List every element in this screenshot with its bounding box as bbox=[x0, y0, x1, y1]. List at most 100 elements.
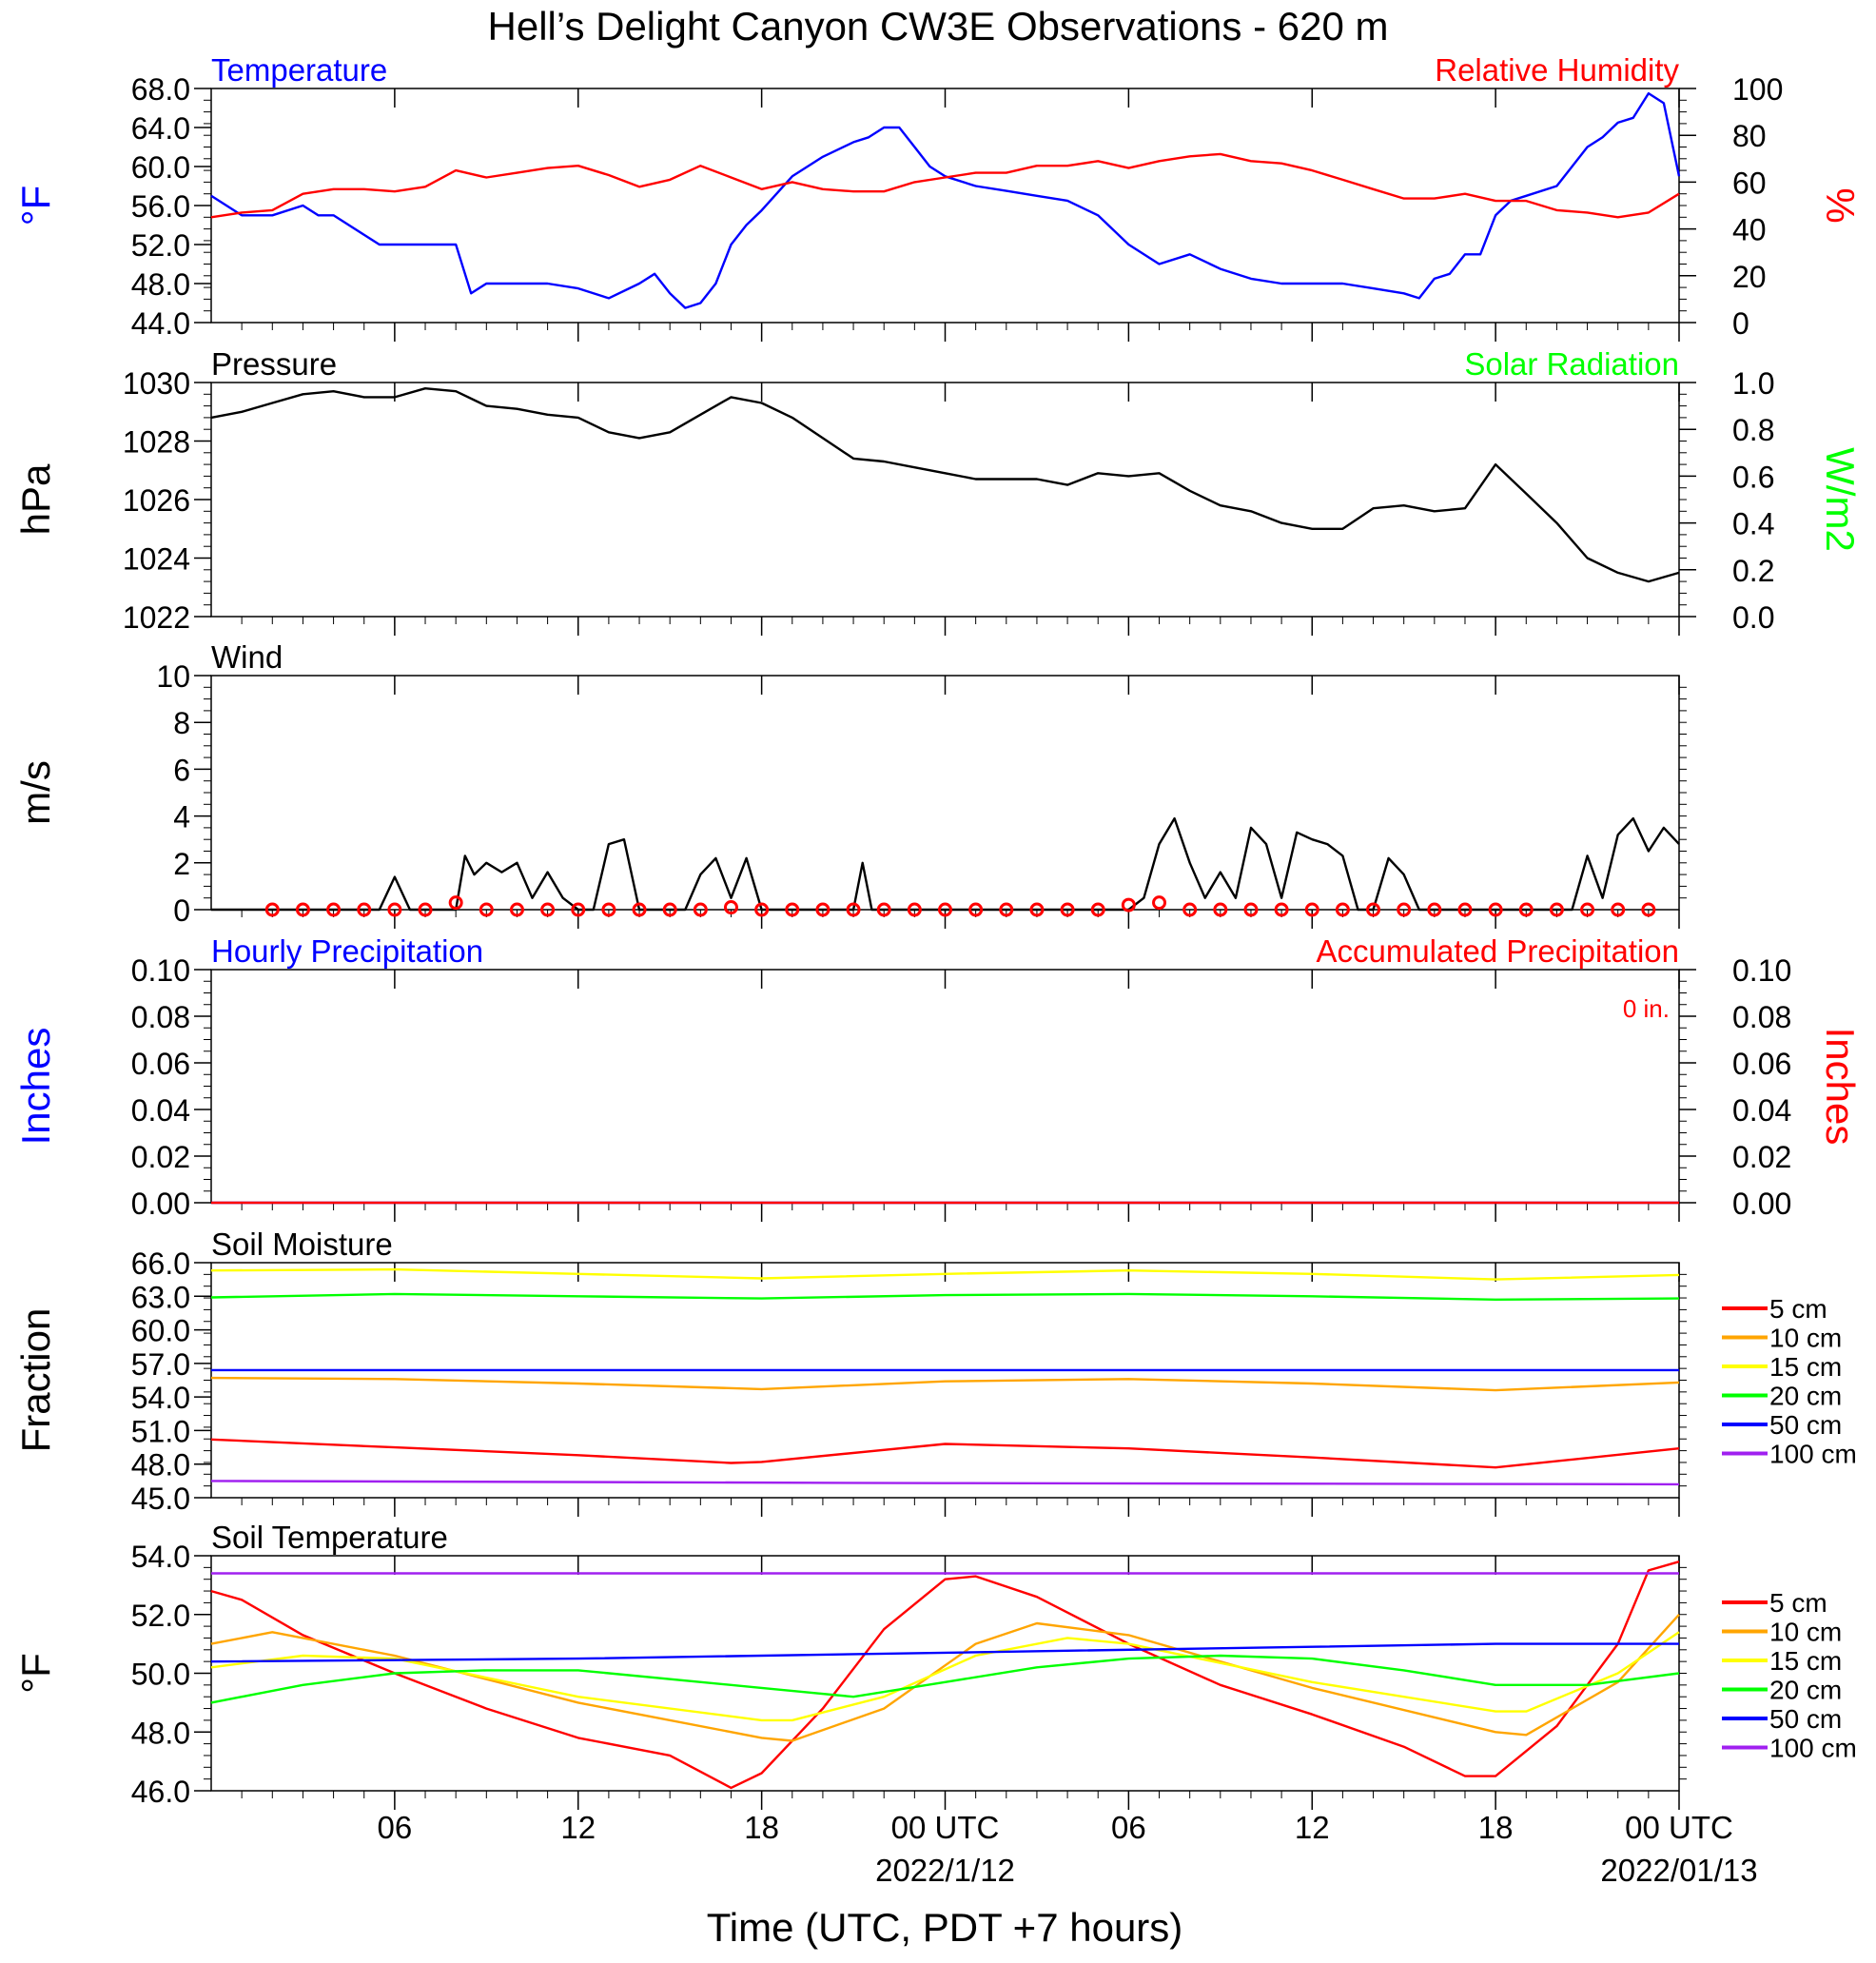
wind-marker bbox=[1518, 902, 1534, 917]
plot-frame bbox=[210, 969, 1680, 1204]
wind-marker bbox=[1488, 902, 1503, 917]
wind-marker bbox=[601, 902, 616, 917]
y-tick-label: 48.0 bbox=[131, 1448, 190, 1482]
y-right-tick-label: 0.08 bbox=[1732, 1000, 1791, 1034]
y-right-tick-label: 0 bbox=[1732, 306, 1749, 341]
y-right-tick-label: 60 bbox=[1732, 166, 1767, 200]
y-axis-label: Inches bbox=[13, 1028, 58, 1146]
y-tick-label: 68.0 bbox=[131, 72, 190, 107]
panel-left-title: Pressure bbox=[211, 346, 337, 382]
y-tick-label: 52.0 bbox=[131, 1599, 190, 1633]
panel-right-title: Accumulated Precipitation bbox=[1316, 933, 1679, 969]
y-axis-right-label: % bbox=[1818, 187, 1863, 223]
legend-label: 15 cm bbox=[1769, 1352, 1842, 1382]
legend-label: 5 cm bbox=[1769, 1588, 1827, 1618]
wind-marker bbox=[1580, 902, 1595, 917]
y-tick-label: 45.0 bbox=[131, 1482, 190, 1516]
wind-marker bbox=[723, 900, 738, 915]
y-tick-label: 54.0 bbox=[131, 1540, 190, 1574]
panel-3: 0 2 4 6 8 10 Wind m/s bbox=[13, 639, 1687, 929]
legend-label: 10 cm bbox=[1769, 1618, 1842, 1647]
y-tick-label: 0.02 bbox=[131, 1140, 190, 1174]
series-line bbox=[210, 1613, 1680, 1742]
y-tick-label: 0 bbox=[173, 893, 190, 928]
panel-right-title: Solar Radiation bbox=[1464, 346, 1679, 382]
x-tick-label: 12 bbox=[560, 1810, 596, 1845]
accumulated-total-label: 0 in. bbox=[1623, 994, 1670, 1023]
panel-right-title: Relative Humidity bbox=[1435, 52, 1679, 88]
wind-marker bbox=[1182, 902, 1198, 917]
y-axis-label: °F bbox=[13, 186, 58, 226]
series-line bbox=[210, 1654, 1680, 1704]
wind-marker bbox=[1549, 902, 1564, 917]
y-tick-label: 4 bbox=[173, 800, 190, 834]
wind-marker bbox=[357, 902, 372, 917]
series-line bbox=[210, 152, 1680, 219]
series-line bbox=[210, 1438, 1680, 1469]
wind-marker bbox=[999, 902, 1014, 917]
wind-marker bbox=[295, 902, 310, 917]
panel-left-title: Hourly Precipitation bbox=[211, 933, 483, 969]
y-tick-label: 48.0 bbox=[131, 267, 190, 302]
wind-marker bbox=[387, 902, 402, 917]
wind-marker bbox=[1366, 902, 1381, 917]
panel-4: 0.00 0.02 0.04 0.06 0.08 0.10 0.00 0.02 0.04 0.06… bbox=[13, 933, 1863, 1222]
wind-marker bbox=[540, 902, 556, 917]
wind-marker bbox=[479, 902, 494, 917]
x-tick-label: 18 bbox=[1478, 1810, 1514, 1845]
y-right-tick-label: 0.8 bbox=[1732, 413, 1774, 447]
x-tick-label: 18 bbox=[744, 1810, 779, 1845]
legend-label: 15 cm bbox=[1769, 1646, 1842, 1676]
y-right-tick-label: 20 bbox=[1732, 260, 1767, 294]
wind-marker bbox=[418, 902, 433, 917]
legend-label: 100 cm bbox=[1769, 1440, 1857, 1469]
y-tick-label: 48.0 bbox=[131, 1716, 190, 1750]
y-tick-label: 0.10 bbox=[131, 953, 190, 988]
y-tick-label: 44.0 bbox=[131, 306, 190, 341]
wind-marker bbox=[815, 902, 831, 917]
y-tick-label: 52.0 bbox=[131, 228, 190, 263]
y-axis-label: °F bbox=[13, 1653, 58, 1693]
wind-marker bbox=[1152, 895, 1167, 911]
x-axis-label: Time (UTC, PDT +7 hours) bbox=[707, 1905, 1183, 1950]
x-tick-label: 12 bbox=[1295, 1810, 1330, 1845]
panel-left-title: Wind bbox=[211, 639, 283, 675]
wind-marker bbox=[509, 902, 524, 917]
y-tick-label: 8 bbox=[173, 706, 190, 740]
y-right-tick-label: 0.0 bbox=[1732, 600, 1774, 635]
legend-label: 10 cm bbox=[1769, 1324, 1842, 1353]
wind-marker bbox=[846, 902, 861, 917]
panel-2: 1022 1024 1026 1028 1030 0.0 0.2 0.4 0.6 0.8 1.0 Pr… bbox=[13, 346, 1863, 636]
legend-label: 20 cm bbox=[1769, 1382, 1842, 1411]
plot-frame bbox=[210, 382, 1680, 618]
y-right-tick-label: 0.04 bbox=[1732, 1093, 1791, 1128]
wind-marker bbox=[1060, 902, 1075, 917]
wind-marker bbox=[448, 895, 463, 911]
y-right-tick-label: 0.6 bbox=[1732, 460, 1774, 494]
y-tick-label: 1026 bbox=[123, 483, 190, 518]
legend-label: 5 cm bbox=[1769, 1294, 1827, 1324]
y-tick-label: 51.0 bbox=[131, 1414, 190, 1448]
wind-marker bbox=[1457, 902, 1473, 917]
y-tick-label: 2 bbox=[173, 847, 190, 881]
series-line bbox=[210, 1267, 1680, 1281]
x-tick-label: 06 bbox=[378, 1810, 413, 1845]
y-tick-label: 60.0 bbox=[131, 150, 190, 185]
y-tick-label: 6 bbox=[173, 753, 190, 787]
y-tick-label: 60.0 bbox=[131, 1314, 190, 1348]
legend-label: 50 cm bbox=[1769, 1704, 1842, 1734]
legend-label: 100 cm bbox=[1769, 1734, 1857, 1763]
x-tick-label: 00 UTC bbox=[891, 1810, 1000, 1845]
y-tick-label: 1022 bbox=[123, 600, 190, 635]
panels: 44.048.052.056.060.064.068.0020406080100… bbox=[13, 52, 1863, 1888]
y-tick-label: 64.0 bbox=[131, 111, 190, 146]
y-right-tick-label: 40 bbox=[1732, 213, 1767, 247]
series-line bbox=[210, 387, 1680, 583]
wind-marker bbox=[1243, 902, 1259, 917]
y-tick-label: 66.0 bbox=[131, 1247, 190, 1281]
wind-marker bbox=[1397, 902, 1412, 917]
wind-marker bbox=[1274, 902, 1289, 917]
y-tick-label: 1024 bbox=[123, 542, 190, 577]
wind-marker bbox=[1090, 902, 1105, 917]
